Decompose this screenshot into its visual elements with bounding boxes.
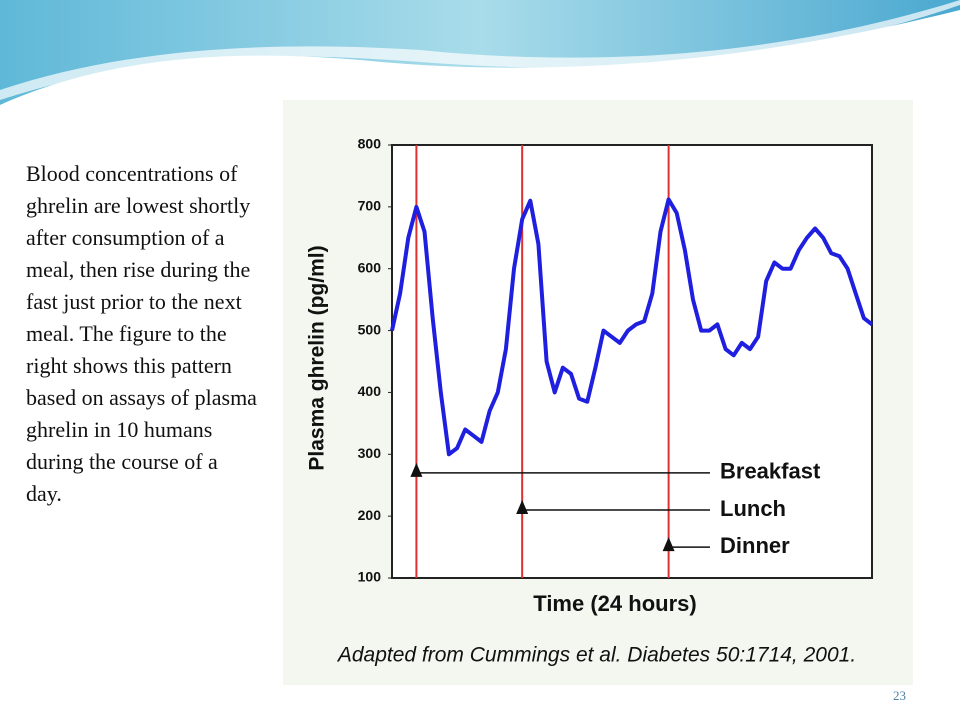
y-tick-label: 500	[358, 321, 382, 337]
plot-frame	[391, 144, 873, 579]
header-wave-highlight	[0, 0, 960, 100]
y-tick-label: 400	[358, 383, 382, 399]
meal-label: Breakfast	[720, 459, 821, 484]
meal-arrowhead	[662, 537, 675, 552]
y-tick-label: 200	[358, 507, 382, 523]
slide-text: Blood concentrations of ghrelin are lowe…	[26, 161, 257, 506]
x-axis-label: Time (24 hours)	[533, 591, 696, 616]
y-tick-label: 700	[358, 198, 382, 214]
y-tick-label: 300	[358, 445, 382, 461]
y-tick-label: 600	[358, 259, 382, 275]
meal-arrowhead	[516, 499, 529, 514]
y-axis-label: Plasma ghrelin (pg/ml)	[306, 245, 329, 470]
y-tick-label: 800	[358, 136, 382, 152]
meal-label: Lunch	[720, 496, 786, 521]
header-wave	[0, 0, 960, 105]
page-number: 23	[893, 688, 906, 703]
data-line	[390, 197, 874, 457]
chart-caption: Adapted from Cummings et al. Diabetes 50…	[336, 644, 856, 667]
y-tick-label: 100	[358, 569, 382, 585]
meal-label: Dinner	[720, 533, 790, 558]
meal-arrowhead	[410, 462, 423, 477]
